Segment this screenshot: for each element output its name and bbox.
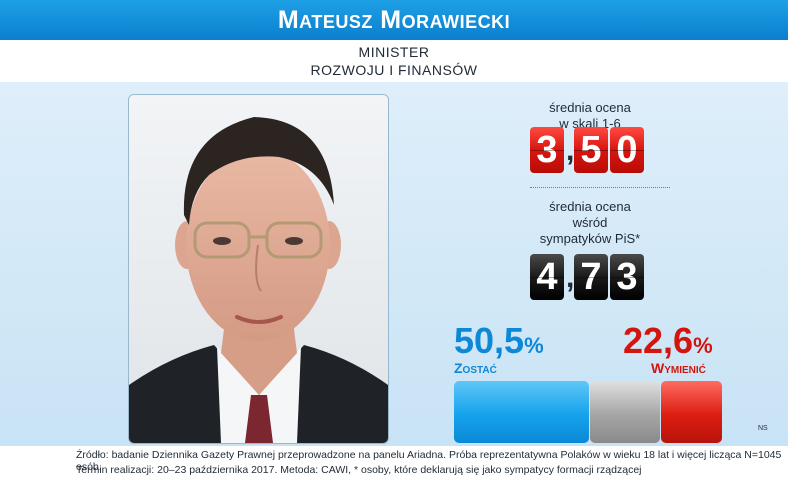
title-bar: Mateusz Morawiecki — [0, 0, 788, 40]
stay-percentage: 50,5% — [454, 320, 544, 362]
person-name: Mateusz Morawiecki — [277, 6, 511, 34]
undecided-bar — [590, 381, 660, 443]
stay-bar — [454, 381, 589, 443]
dotted-divider — [530, 187, 670, 188]
replace-label: Wymienić — [651, 360, 706, 376]
position-line-1: MINISTER — [358, 44, 430, 60]
rating-digit-3: 0 — [610, 127, 644, 173]
source-line-2: Termin realizacji: 20–23 października 20… — [76, 464, 642, 476]
replace-value: 22,6 — [623, 320, 694, 361]
stay-value: 50,5 — [454, 320, 525, 361]
replace-percentage: 22,6% — [623, 320, 713, 362]
subtitle-bar: MINISTER ROZWOJU I FINANSÓW — [0, 40, 788, 82]
pis-rating-digit-1: 4 — [530, 254, 564, 300]
rating-value: 3 , 5 0 — [530, 127, 646, 173]
pis-rating-value: 4 , 7 3 — [530, 254, 646, 300]
rating-label-line-1: średnia ocena — [549, 100, 631, 115]
rating-digit-2: 5 — [574, 127, 608, 173]
position-line-2: ROZWOJU I FINANSÓW — [310, 62, 478, 78]
source-note: Źródło: badanie Dziennika Gazety Prawnej… — [0, 446, 788, 480]
pis-rating-digit-3: 3 — [610, 254, 644, 300]
stay-label: Zostać — [454, 360, 497, 376]
portrait-photo — [128, 94, 389, 444]
pis-rating-digit-2: 7 — [574, 254, 608, 300]
portrait-illustration — [129, 95, 388, 443]
pis-rating-label-line-2: wśród — [572, 215, 608, 230]
rating-comma: , — [566, 134, 575, 167]
source-line-1: Źródło: badanie Dziennika Gazety Prawnej… — [76, 449, 782, 473]
replace-percent-sign: % — [693, 333, 713, 358]
pis-rating-label-line-1: średnia ocena — [549, 199, 631, 214]
pis-rating-comma: , — [566, 261, 575, 294]
rating-digit-1: 3 — [530, 127, 564, 173]
author-credit: NS — [758, 425, 768, 432]
stay-percent-sign: % — [524, 333, 544, 358]
pis-rating-label-line-3: sympatyków PiS* — [539, 231, 641, 246]
replace-bar — [661, 381, 722, 443]
